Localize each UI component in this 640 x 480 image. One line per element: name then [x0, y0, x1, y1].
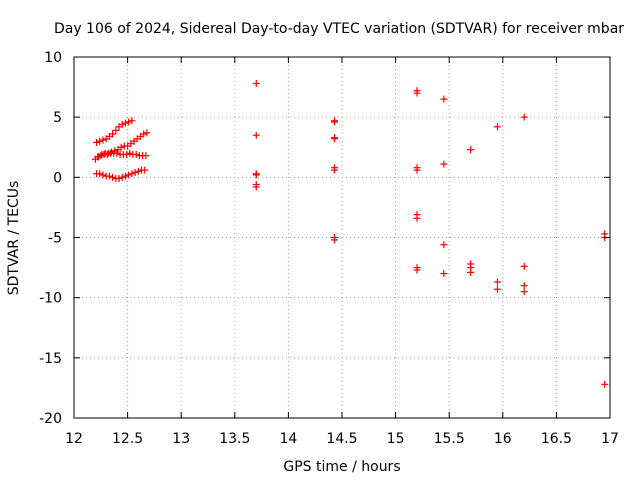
data-point-marker: [520, 113, 528, 121]
y-tick-label: -5: [48, 231, 62, 247]
data-point-marker: [134, 167, 142, 175]
data-point-marker: [118, 173, 126, 181]
y-tick-label: -20: [39, 411, 62, 427]
y-tick-label: 0: [53, 170, 62, 186]
data-point-marker: [440, 95, 448, 103]
data-point-marker: [493, 285, 501, 293]
data-point-marker: [105, 172, 113, 180]
x-tick-label: 12.5: [112, 431, 143, 447]
data-point-marker: [118, 120, 126, 128]
data-point-marker: [121, 172, 129, 180]
data-point-marker: [330, 166, 338, 174]
grid-lines: [74, 57, 610, 418]
x-tick-label: 12: [65, 431, 83, 447]
data-point-marker: [252, 183, 260, 191]
y-tick-label: 5: [53, 110, 62, 126]
data-point-marker: [142, 152, 150, 160]
y-tick-labels: -20 -15 -10 -5 0 5 10: [39, 50, 62, 427]
data-point-marker: [440, 160, 448, 168]
data-point-marker: [115, 175, 123, 183]
data-point-marker: [123, 150, 131, 158]
data-point-marker: [96, 137, 104, 145]
data-point-marker: [520, 282, 528, 290]
data-point-marker: [330, 135, 338, 143]
data-point-marker: [97, 152, 105, 160]
data-point-marker: [252, 79, 260, 87]
y-axis-label: SDTVAR / TECUs: [6, 181, 22, 296]
data-point-marker: [520, 262, 528, 270]
y-tick-label: 10: [44, 50, 62, 66]
data-point-marker: [132, 150, 140, 158]
data-point-marker: [125, 118, 133, 126]
axis-ticks: [73, 56, 611, 419]
data-point-marker: [125, 171, 133, 179]
data-point-marker: [112, 126, 120, 134]
data-point-marker: [121, 119, 129, 127]
x-tick-label: 16.5: [541, 431, 572, 447]
data-point-marker: [252, 171, 260, 179]
x-tick-label: 15.5: [434, 431, 465, 447]
data-point-marker: [493, 123, 501, 131]
data-point-marker: [103, 150, 111, 158]
data-point-marker: [113, 149, 121, 157]
data-point-marker: [467, 268, 475, 276]
x-tick-label: 13: [172, 431, 190, 447]
data-point-marker: [601, 380, 609, 388]
data-point-marker: [117, 143, 125, 151]
data-points: [91, 79, 609, 388]
data-point-marker: [413, 214, 421, 222]
data-point-marker: [440, 270, 448, 278]
x-axis-label: GPS time / hours: [283, 459, 400, 475]
data-point-marker: [128, 117, 136, 125]
data-point-marker: [467, 146, 475, 154]
data-point-marker: [126, 149, 134, 157]
data-point-marker: [330, 118, 338, 126]
x-tick-labels: 12 12.5 13 13.5 14 14.5 15 15.5 16 16.5 17: [65, 431, 619, 447]
data-point-marker: [143, 129, 151, 137]
data-point-marker: [330, 236, 338, 244]
data-point-marker: [94, 153, 102, 161]
x-tick-label: 15: [387, 431, 405, 447]
chart-title: Day 106 of 2024, Sidereal Day-to-day VTE…: [54, 21, 624, 37]
x-tick-label: 14: [279, 431, 297, 447]
x-tick-label: 17: [601, 431, 619, 447]
data-point-marker: [252, 131, 260, 139]
data-point-marker: [413, 266, 421, 274]
data-point-marker: [440, 241, 448, 249]
data-point-marker: [520, 288, 528, 296]
x-tick-label: 16: [494, 431, 512, 447]
x-tick-label: 13.5: [219, 431, 250, 447]
y-tick-label: -15: [39, 351, 62, 367]
data-point-marker: [413, 89, 421, 97]
data-point-marker: [140, 130, 148, 138]
data-point-marker: [131, 169, 139, 177]
data-point-marker: [109, 173, 117, 181]
data-point-marker: [141, 166, 149, 174]
data-point-marker: [413, 166, 421, 174]
data-point-marker: [93, 138, 101, 146]
y-tick-label: -10: [39, 291, 62, 307]
data-point-marker: [128, 170, 136, 178]
data-point-marker: [493, 278, 501, 286]
x-tick-label: 14.5: [326, 431, 357, 447]
data-point-marker: [99, 171, 107, 179]
data-point-marker: [99, 136, 107, 144]
data-point-marker: [109, 130, 117, 138]
data-point-marker: [96, 170, 104, 178]
